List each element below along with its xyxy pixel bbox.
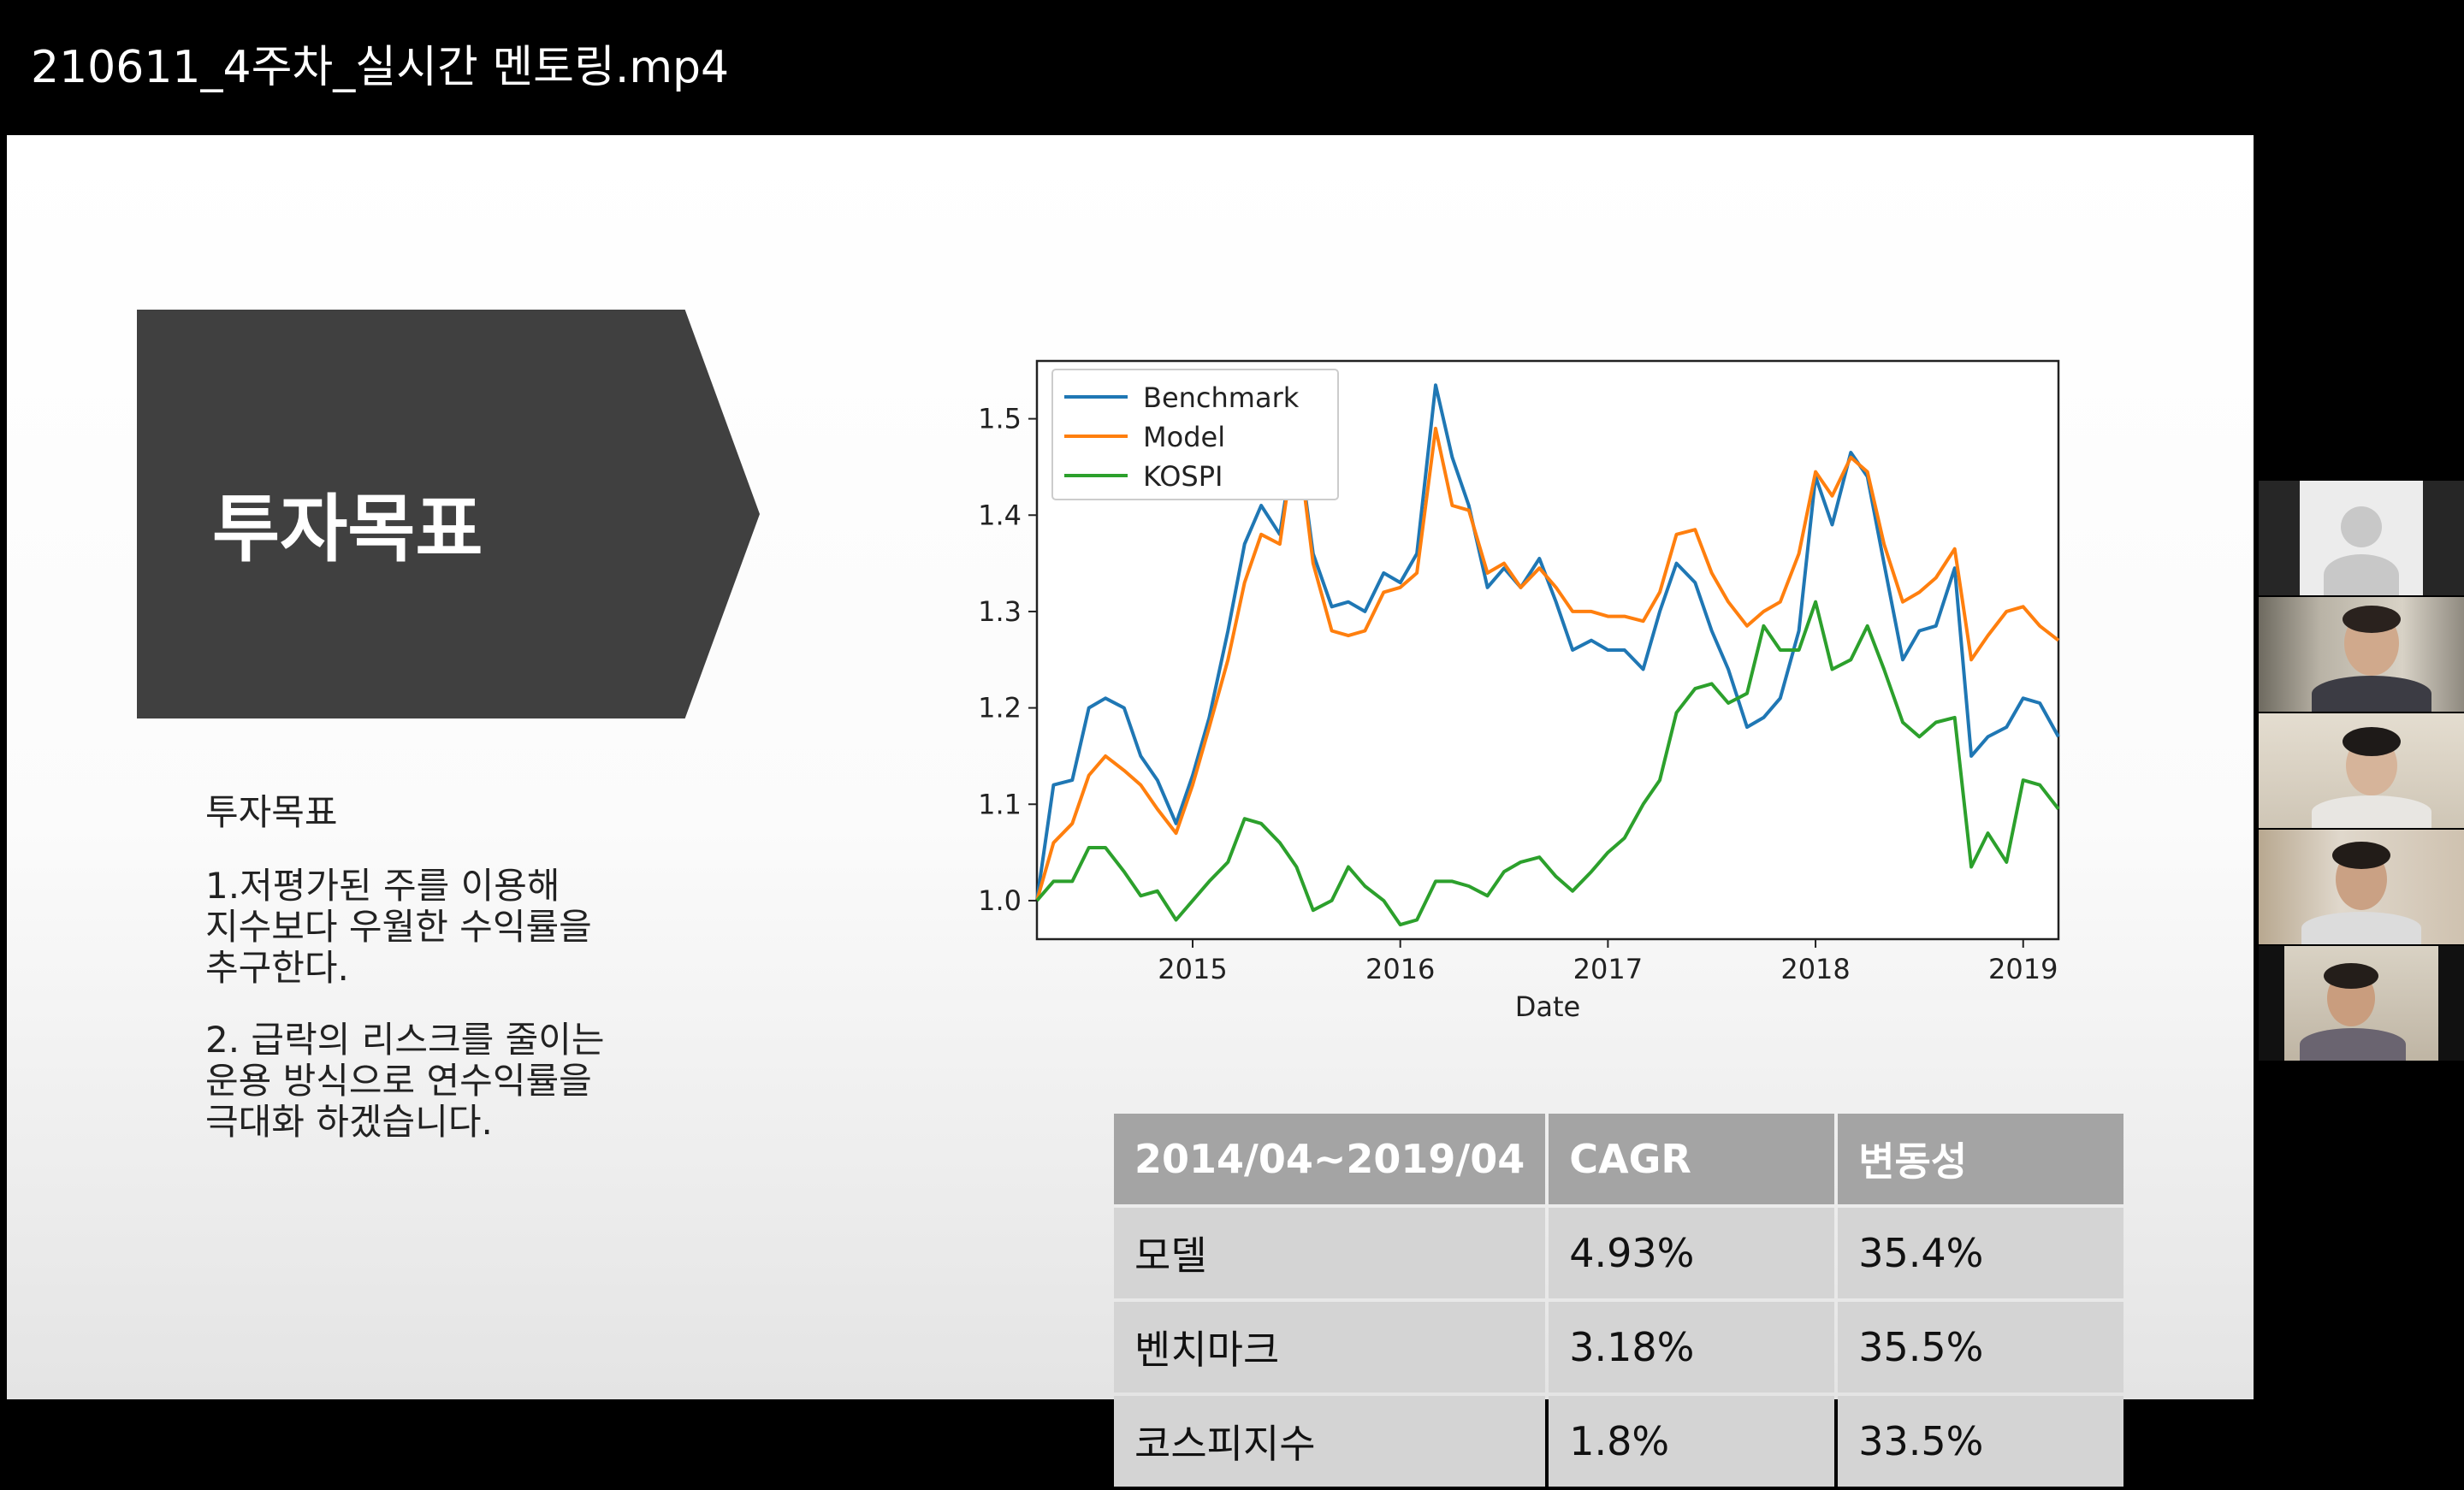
table-cell: 3.18% xyxy=(1549,1302,1835,1392)
y-axis-ticks: 1.0 1.1 1.2 1.3 1.4 1.5 xyxy=(978,403,1037,917)
presentation-slide: 투자목표 투자목표 1.저평가된 주를 이용해 지수보다 우월한 수익률을 추구… xyxy=(7,135,2254,1487)
series-line-kospi xyxy=(1035,600,2060,927)
table-header-volatility: 변동성 xyxy=(1838,1114,2124,1204)
performance-table: 2014/04~2019/04 CAGR 변동성 모델 4.93% 35.4% … xyxy=(1111,1110,2127,1490)
legend-label-benchmark: Benchmark xyxy=(1143,381,1300,414)
table-cell: 벤치마크 xyxy=(1114,1302,1546,1392)
y-tick-label: 1.1 xyxy=(978,788,1022,820)
table-header-row: 2014/04~2019/04 CAGR 변동성 xyxy=(1114,1114,2124,1204)
table-cell: 1.8% xyxy=(1549,1396,1835,1487)
series-line-model xyxy=(1035,426,2060,902)
participant-tile-5[interactable] xyxy=(2259,946,2464,1061)
video-title-bar: 210611_4주차_실시간 멘토링.mp4 xyxy=(0,0,2464,128)
table-cell: 33.5% xyxy=(1838,1396,2124,1487)
participant-shirt xyxy=(2312,676,2431,712)
participant-tile-4[interactable] xyxy=(2259,830,2464,944)
x-tick-label: 2017 xyxy=(1573,953,1643,985)
participant-shirt xyxy=(2300,1028,2406,1061)
x-axis-ticks: 2015 2016 2017 2018 2019 xyxy=(1158,939,2058,985)
table-cell: 모델 xyxy=(1114,1208,1546,1298)
goal-heading: 투자목표 xyxy=(205,791,338,833)
table-cell: 코스피지수 xyxy=(1114,1396,1546,1487)
slide-header-label: 투자목표 xyxy=(212,487,483,572)
participant-hair xyxy=(2332,842,2390,869)
table-cell: 4.93% xyxy=(1549,1208,1835,1298)
table-row: 모델 4.93% 35.4% xyxy=(1114,1208,2124,1298)
goal-item-2: 2. 급락의 리스크를 줄이는 운용 방식으로 연수익률을 극대화 하겠습니다. xyxy=(205,1019,605,1143)
y-tick-label: 1.0 xyxy=(978,884,1022,917)
table-header-cagr: CAGR xyxy=(1549,1114,1835,1204)
performance-line-chart: 1.01.11.21.31.41.5 2015 2016 2017 2018 2019 … xyxy=(978,359,2060,1023)
y-tick-label: 1.4 xyxy=(978,499,1022,531)
table-cell: 35.5% xyxy=(1838,1302,2124,1392)
legend-label-model: Model xyxy=(1143,421,1225,453)
legend-box xyxy=(1051,369,1339,500)
table-row: 벤치마크 3.18% 35.5% xyxy=(1114,1302,2124,1392)
y-tick-label: 1.5 xyxy=(978,403,1022,435)
video-title: 210611_4주차_실시간 멘토링.mp4 xyxy=(31,42,730,93)
participant-tile-1[interactable] xyxy=(2259,481,2464,595)
x-tick-label: 2019 xyxy=(1988,953,2058,985)
participant-hair xyxy=(2343,606,2401,633)
avatar-placeholder-icon xyxy=(2341,506,2382,547)
legend-label-kospi: KOSPI xyxy=(1143,460,1223,493)
y-tick-label: 1.3 xyxy=(978,595,1022,628)
avatar-placeholder-body xyxy=(2324,554,2399,595)
table-header-period: 2014/04~2019/04 xyxy=(1114,1114,1546,1204)
goal-item-1: 1.저평가된 주를 이용해 지수보다 우월한 수익률을 추구한다. xyxy=(205,865,592,989)
table-row: 코스피지수 1.8% 33.5% xyxy=(1114,1396,2124,1487)
x-tick-label: 2015 xyxy=(1158,953,1227,985)
participant-shirt xyxy=(2312,795,2431,828)
participant-shirt xyxy=(2301,912,2421,944)
table-cell: 35.4% xyxy=(1838,1208,2124,1298)
y-tick-label: 1.2 xyxy=(978,692,1022,724)
participant-tile-3[interactable] xyxy=(2259,713,2464,828)
x-tick-label: 2018 xyxy=(1780,953,1850,985)
chart-legend: Benchmark Model KOSPI xyxy=(1051,369,1339,500)
participant-hair xyxy=(2324,963,2378,989)
slide-header-arrow: 투자목표 xyxy=(137,310,760,718)
x-axis-label: Date xyxy=(1515,990,1580,1023)
series-lines xyxy=(1035,383,2060,927)
participant-tile-2[interactable] xyxy=(2259,597,2464,712)
x-tick-label: 2016 xyxy=(1365,953,1435,985)
participant-hair xyxy=(2343,727,2401,756)
